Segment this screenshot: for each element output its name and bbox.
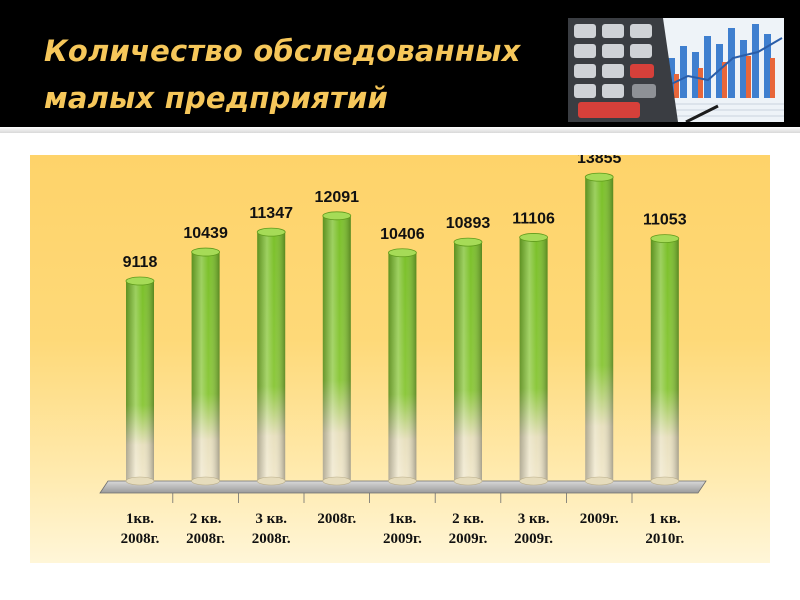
bar-column	[125, 276, 155, 486]
bar-shading	[257, 232, 286, 481]
bar-top	[519, 233, 549, 242]
bar-top	[650, 234, 680, 243]
bar-chart: 9118 1кв. 2008г. 10439 2 кв. 2008г. 11347 3 кв.…	[30, 155, 770, 563]
bar-base	[191, 476, 220, 486]
bar-top	[322, 211, 352, 221]
data-label: 11053	[643, 212, 687, 229]
category-label: 2 кв. 2008г.	[186, 511, 225, 547]
bar-top	[453, 237, 483, 247]
bar-column	[191, 247, 221, 486]
category-label: 2009г.	[580, 511, 619, 527]
bar-shading	[585, 177, 614, 482]
slide-title: Количество обследованных малых предприят…	[44, 28, 564, 122]
bar-base	[650, 476, 680, 486]
bar-shading	[322, 215, 351, 482]
bar-shading	[650, 238, 679, 481]
data-label: 10439	[183, 225, 228, 242]
bar-column	[584, 172, 614, 486]
bar-base	[256, 476, 286, 486]
bar-top	[387, 248, 417, 258]
bar-top	[191, 247, 221, 257]
category-label: 3 кв. 2008г.	[252, 511, 291, 547]
bar-shading	[519, 237, 548, 481]
bar-base	[519, 476, 548, 486]
category-label: 1кв. 2009г.	[383, 511, 422, 547]
slide-title-line-1: Количество обследованных	[44, 34, 521, 68]
bar-top	[125, 276, 155, 286]
bar-base	[322, 476, 352, 486]
header-banner: Количество обследованных малых предприят…	[0, 0, 800, 127]
bar-base	[453, 476, 483, 486]
data-label: 11347	[249, 205, 293, 222]
bar-column	[453, 237, 483, 486]
bar-column	[650, 234, 680, 486]
data-label: 11106	[512, 210, 555, 227]
data-label: 10893	[446, 215, 491, 232]
calculator-photo	[568, 18, 784, 122]
slide-title-line-2: малых предприятий	[44, 81, 389, 115]
bar-column	[387, 248, 417, 486]
category-label: 3 кв. 2009г.	[514, 511, 553, 547]
category-label: 2 кв. 2009г.	[449, 511, 488, 547]
bar-chart-svg: 9118 1кв. 2008г. 10439 2 кв. 2008г. 11347 3 кв.…	[99, 155, 707, 547]
bar-top	[584, 172, 614, 182]
chart-floor	[99, 480, 707, 494]
bar-column	[256, 227, 286, 486]
data-label: 13855	[577, 155, 622, 167]
bar-shading	[191, 252, 220, 481]
bar-base	[388, 476, 417, 486]
data-label: 10406	[380, 226, 425, 243]
header-divider	[0, 127, 800, 133]
data-label: 9118	[123, 254, 158, 271]
bar-column	[519, 233, 549, 486]
bar-shading	[126, 281, 154, 481]
bar-base	[584, 476, 614, 486]
bar-base	[125, 476, 155, 486]
bar-shading	[454, 242, 482, 481]
category-label: 2008г.	[317, 511, 356, 527]
data-label: 12091	[315, 189, 360, 206]
bar-top	[256, 227, 286, 237]
bar-shading	[388, 252, 417, 481]
bars-layer: 9118 1кв. 2008г. 10439 2 кв. 2008г. 11347 3 кв.…	[121, 155, 687, 547]
category-label: 1кв. 2008г.	[121, 511, 160, 547]
bar-column	[322, 211, 352, 486]
category-label: 1 кв. 2010г.	[645, 511, 684, 547]
